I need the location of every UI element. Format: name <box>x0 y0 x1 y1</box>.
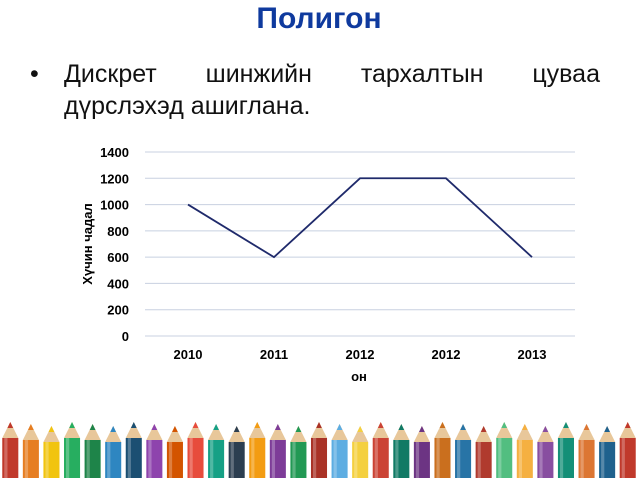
pencil <box>208 424 225 478</box>
pencil <box>64 422 81 478</box>
pencil <box>105 426 122 478</box>
y-axis-label: Хүчин чадал <box>80 203 95 284</box>
y-tick-label: 1000 <box>100 198 129 213</box>
bullet-point: • Дискрет шинжийн тархалтын цуваа дүрслэ… <box>30 58 600 122</box>
pencil <box>516 424 533 478</box>
pencil <box>187 422 204 478</box>
pencil <box>578 424 595 478</box>
pencil <box>537 426 554 478</box>
pencil <box>475 426 492 478</box>
pencil <box>619 422 636 478</box>
y-tick-label: 800 <box>107 224 129 239</box>
pencil <box>125 422 142 478</box>
y-tick-label: 200 <box>107 303 129 318</box>
pencil <box>372 422 389 478</box>
pencil <box>352 426 369 478</box>
pencil <box>434 422 451 478</box>
y-axis-ticks: 0 200 400 600 800 1000 1200 1400 <box>100 145 129 344</box>
pencil <box>228 426 245 478</box>
bullet-text: Дискрет шинжийн тархалтын цуваа дүрслэхэ… <box>64 60 600 120</box>
pencil <box>2 422 19 478</box>
y-tick-label: 0 <box>122 329 129 344</box>
bullet-dot: • <box>30 60 39 88</box>
y-tick-label: 600 <box>107 250 129 265</box>
pencil <box>331 424 348 478</box>
pencil <box>496 422 513 478</box>
pencils-decoration <box>2 422 636 478</box>
x-tick-label: 2012 <box>346 347 375 362</box>
slide-title: Полигон <box>256 2 382 35</box>
x-axis-ticks: 2010 2011 2012 2012 2013 <box>174 347 547 362</box>
y-tick-label: 1400 <box>100 145 129 160</box>
pencil <box>22 424 39 478</box>
x-tick-label: 2012 <box>432 347 461 362</box>
pencil <box>393 424 410 478</box>
x-tick-label: 2010 <box>174 347 203 362</box>
pencil <box>455 424 472 478</box>
pencil <box>249 422 266 478</box>
pencil <box>599 426 616 478</box>
pencil <box>166 426 183 478</box>
pencil <box>290 426 307 478</box>
y-tick-label: 400 <box>107 276 129 291</box>
y-tick-label: 1200 <box>100 171 129 186</box>
series-line <box>187 177 533 259</box>
x-tick-label: 2013 <box>518 347 547 362</box>
pencil <box>269 424 286 478</box>
pencil <box>557 422 574 478</box>
pencil <box>84 424 101 478</box>
x-axis-label: он <box>351 369 367 384</box>
pencil <box>310 422 328 478</box>
x-tick-label: 2011 <box>260 347 288 362</box>
pencil <box>413 426 430 478</box>
chart-gridlines <box>145 151 575 337</box>
pencil <box>146 424 163 478</box>
pencil <box>43 426 60 478</box>
